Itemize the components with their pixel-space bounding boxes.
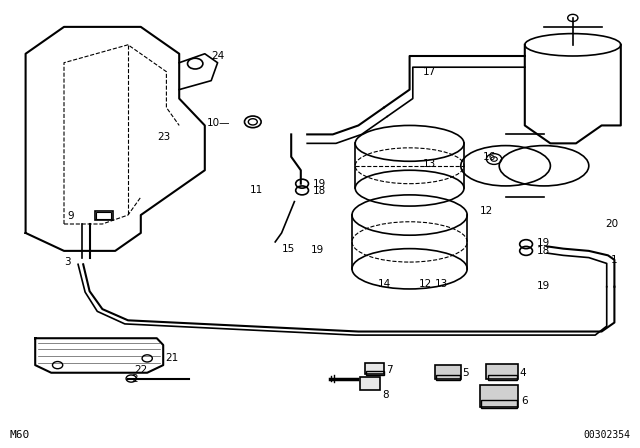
Text: 17: 17 [422,67,436,77]
Bar [481,400,517,408]
Bar [95,211,113,220]
Text: 19: 19 [312,179,326,189]
Bar [366,371,384,375]
Text: 9: 9 [67,211,74,221]
Text: 7: 7 [387,365,393,375]
Bar [480,385,518,407]
Bar [435,365,461,379]
Text: 19: 19 [536,238,550,248]
Text: 14: 14 [378,280,391,289]
Bar [365,363,384,374]
Bar [486,364,518,379]
Text: 2: 2 [131,374,138,383]
Text: 18: 18 [536,246,550,256]
Text: 8: 8 [382,390,388,400]
Bar [96,212,111,219]
Bar [436,375,460,380]
Text: 3: 3 [64,257,70,267]
Text: 19: 19 [536,281,550,291]
Bar [488,375,517,380]
Text: 19: 19 [311,245,324,254]
Text: 21: 21 [165,353,179,363]
Text: 10—: 10— [207,118,230,128]
Text: 18: 18 [312,186,326,196]
Text: 20: 20 [605,219,618,229]
Text: 24: 24 [211,52,225,61]
Text: 00302354: 00302354 [584,430,630,439]
Text: 15: 15 [282,244,295,254]
Text: 16: 16 [483,152,497,162]
Text: 6: 6 [522,396,528,406]
Text: 11: 11 [250,185,263,195]
Text: 22: 22 [134,365,148,375]
Text: M60: M60 [10,430,30,439]
Text: 13: 13 [435,280,449,289]
Text: 13: 13 [422,159,436,168]
Text: 4: 4 [520,368,526,378]
Text: 1: 1 [611,255,618,265]
Text: 12: 12 [419,280,433,289]
Bar [360,377,380,390]
Text: 12: 12 [480,206,493,215]
Text: 5: 5 [462,368,468,378]
Text: 23: 23 [157,132,170,142]
